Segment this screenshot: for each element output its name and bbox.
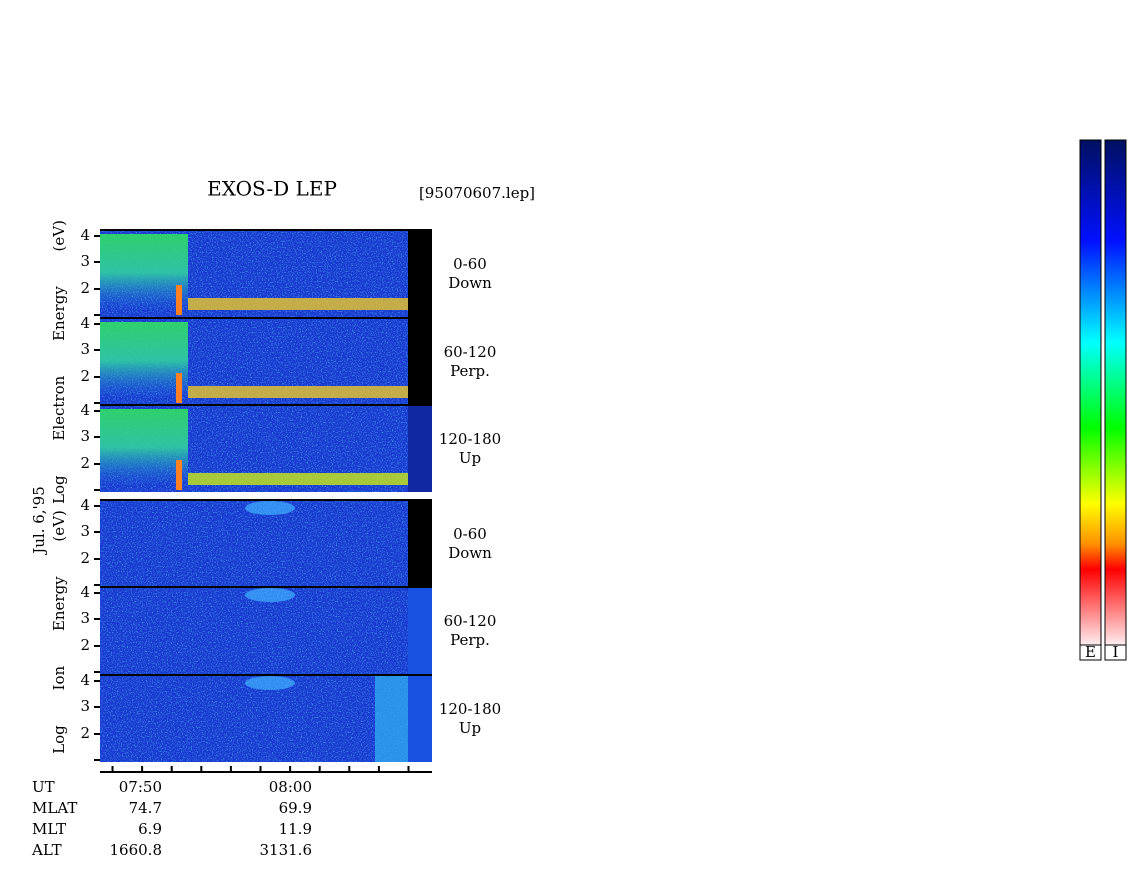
pitch-label: 60-120 <box>444 612 497 630</box>
y-tick-label: 4 <box>80 496 90 514</box>
title: EXOS-D LEP <box>207 177 337 201</box>
axis-label: Log Ion Energy (eV) <box>50 510 68 754</box>
flux-blob <box>245 501 295 515</box>
axis-label: Log Electron Energy (eV) <box>50 220 68 504</box>
colorbar-label-box <box>1104 644 1127 661</box>
row-value: 08:00 <box>269 778 312 796</box>
edge-strip <box>408 405 432 492</box>
pitch-label: 0-60 <box>453 255 487 273</box>
flux-blob <box>245 676 295 690</box>
pitch-label: 0-60 <box>453 525 487 543</box>
noise <box>100 587 408 674</box>
colorbar-label: E <box>1085 643 1096 661</box>
edge-strip <box>408 500 432 587</box>
file-name: [95070607.lep] <box>419 184 535 202</box>
noise <box>100 500 408 587</box>
direction-label: Down <box>448 274 492 292</box>
row-value: 11.9 <box>279 820 312 838</box>
pitch-label: 60-120 <box>444 343 497 361</box>
direction-label: Down <box>448 544 492 562</box>
direction-label: Up <box>459 449 481 467</box>
y-tick-label: 4 <box>80 401 90 419</box>
row-name: MLT <box>32 820 66 838</box>
edge-strip <box>408 587 432 674</box>
flux-band <box>188 298 408 310</box>
y-tick-label: 3 <box>80 340 90 358</box>
flux-region <box>100 409 188 486</box>
direction-label: Up <box>459 719 481 737</box>
y-tick-label: 2 <box>80 279 90 297</box>
flux-region <box>100 234 188 311</box>
y-tick-label: 2 <box>80 549 90 567</box>
edge-strip <box>408 675 432 762</box>
y-tick-label: 3 <box>80 609 90 627</box>
row-value: 69.9 <box>279 799 312 817</box>
y-tick-label: 2 <box>80 454 90 472</box>
y-tick-label: 2 <box>80 636 90 654</box>
y-tick-label: 3 <box>80 427 90 445</box>
flux-spike <box>176 285 182 315</box>
row-name: UT <box>32 778 55 796</box>
y-tick-label: 4 <box>80 671 90 689</box>
y-tick-label: 4 <box>80 226 90 244</box>
flux-band <box>188 473 408 485</box>
flux-spike <box>176 460 182 490</box>
row-value: 07:50 <box>119 778 162 796</box>
row-value: 74.7 <box>129 799 162 817</box>
row-name: MLAT <box>32 799 77 817</box>
edge-strip <box>408 318 432 405</box>
y-tick-label: 4 <box>80 314 90 332</box>
row-value: 6.9 <box>138 820 162 838</box>
date: Jul. 6,'95 <box>30 486 48 556</box>
y-tick-label: 3 <box>80 252 90 270</box>
row-value: 1660.8 <box>110 841 163 859</box>
flux-blob <box>245 588 295 602</box>
flux-spike <box>176 373 182 403</box>
flux-band <box>188 386 408 398</box>
edge-strip <box>408 230 432 317</box>
y-tick-label: 4 <box>80 583 90 601</box>
pitch-label: 120-180 <box>439 700 501 718</box>
colorbar <box>1104 139 1127 646</box>
direction-label: Perp. <box>450 631 490 649</box>
direction-label: Perp. <box>450 362 490 380</box>
y-tick-label: 2 <box>80 367 90 385</box>
colorbar-label: I <box>1113 643 1119 661</box>
colorbar <box>1079 139 1102 646</box>
pitch-label: 120-180 <box>439 430 501 448</box>
row-value: 3131.6 <box>260 841 313 859</box>
row-name: ALT <box>31 841 62 859</box>
colorbar-label-box <box>1079 644 1102 661</box>
flux-region <box>100 322 188 399</box>
y-tick-label: 3 <box>80 697 90 715</box>
y-tick-label: 3 <box>80 522 90 540</box>
y-tick-label: 2 <box>80 724 90 742</box>
noise <box>100 675 408 762</box>
